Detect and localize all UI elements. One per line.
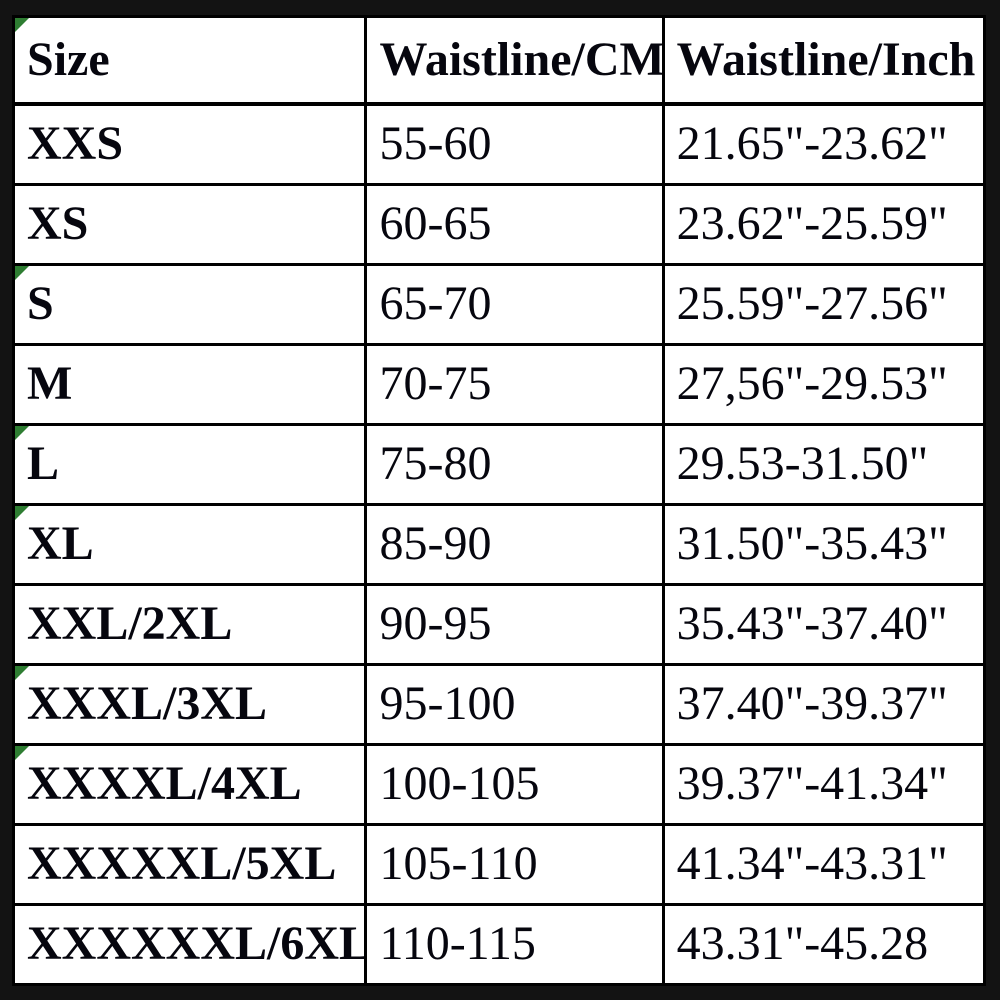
error-flag-icon	[16, 267, 29, 280]
header-row: Size Waistline/CM Waistline/Inch	[11, 15, 987, 106]
size-cell: XXXXXXL/6XL	[11, 902, 368, 987]
waistline-inch-cell: 29.53-31.50"	[661, 422, 987, 506]
table-row: XXXXXL/5XL 105-110 41.34"-43.31"	[11, 822, 987, 906]
size-cell: XL	[11, 502, 368, 586]
size-label: S	[27, 277, 54, 331]
waistline-cm-cell: 90-95	[364, 582, 665, 666]
table-row: XXL/2XL 90-95 35.43"-37.40"	[11, 582, 987, 666]
table-row: XXXL/3XL 95-100 37.40"-39.37"	[11, 662, 987, 746]
size-cell: XXL/2XL	[11, 582, 368, 666]
waistline-inch-cell: 23.62"-25.59"	[661, 182, 987, 266]
size-label: XXS	[27, 117, 124, 171]
size-cell: XXXXXL/5XL	[11, 822, 368, 906]
waistline-cm-cell: 95-100	[364, 662, 665, 746]
size-cell: L	[11, 422, 368, 506]
error-flag-icon	[16, 507, 29, 520]
waistline-cm-cell: 70-75	[364, 342, 665, 426]
size-label: XS	[27, 197, 89, 251]
error-flag-icon	[16, 667, 29, 680]
waistline-inch-cell: 31.50"-35.43"	[661, 502, 987, 586]
size-cell: XXXXL/4XL	[11, 742, 368, 826]
waistline-inch-cell: 25.59"-27.56"	[661, 262, 987, 346]
waistline-cm-cell: 100-105	[364, 742, 665, 826]
size-cell: XXXL/3XL	[11, 662, 368, 746]
table-row: XXS 55-60 21.65"-23.62"	[11, 102, 987, 186]
size-label: XXXXL/4XL	[27, 757, 302, 811]
waistline-inch-cell: 43.31"-45.28	[661, 902, 987, 987]
size-label: XXXXXXL/6XL	[27, 917, 366, 971]
waistline-cm-cell: 85-90	[364, 502, 665, 586]
table-row: M 70-75 27,56"-29.53"	[11, 342, 987, 426]
header-label-size: Size	[27, 33, 110, 86]
size-label: M	[27, 357, 73, 411]
size-cell: S	[11, 262, 368, 346]
header-cell-waistline-inch: Waistline/Inch	[661, 15, 987, 106]
waistline-cm-cell: 65-70	[364, 262, 665, 346]
waistline-inch-cell: 27,56"-29.53"	[661, 342, 987, 426]
table-header: Size Waistline/CM Waistline/Inch	[11, 15, 987, 106]
size-label: XL	[27, 517, 94, 571]
waistline-inch-cell: 41.34"-43.31"	[661, 822, 987, 906]
error-flag-icon	[16, 427, 29, 440]
table-body: XXS 55-60 21.65"-23.62" XS 60-65 23.62"-25.59…	[11, 102, 987, 987]
waistline-cm-cell: 75-80	[364, 422, 665, 506]
size-chart-table: Size Waistline/CM Waistline/Inch XXS 55-6…	[11, 15, 987, 987]
waistline-cm-cell: 105-110	[364, 822, 665, 906]
size-label: XXXL/3XL	[27, 677, 268, 731]
waistline-cm-cell: 110-115	[364, 902, 665, 987]
table-row: L 75-80 29.53-31.50"	[11, 422, 987, 506]
waistline-inch-cell: 39.37"-41.34"	[661, 742, 987, 826]
size-label: XXXXXL/5XL	[27, 837, 337, 891]
size-cell: XXS	[11, 102, 368, 186]
waistline-cm-cell: 55-60	[364, 102, 665, 186]
header-cell-size: Size	[11, 15, 368, 106]
size-cell: M	[11, 342, 368, 426]
table-row: XL 85-90 31.50"-35.43"	[11, 502, 987, 586]
table-row: XXXXXXL/6XL 110-115 43.31"-45.28	[11, 902, 987, 987]
waistline-inch-cell: 21.65"-23.62"	[661, 102, 987, 186]
size-label: L	[27, 437, 60, 491]
size-cell: XS	[11, 182, 368, 266]
table-row: S 65-70 25.59"-27.56"	[11, 262, 987, 346]
error-flag-icon	[16, 747, 29, 760]
header-label-waistline-cm: Waistline/CM	[379, 33, 664, 86]
size-label: XXL/2XL	[27, 597, 233, 651]
header-cell-waistline-cm: Waistline/CM	[364, 15, 665, 106]
header-label-waistline-inch: Waistline/Inch	[676, 33, 976, 86]
error-flag-icon	[16, 19, 29, 32]
waistline-inch-cell: 37.40"-39.37"	[661, 662, 987, 746]
waistline-inch-cell: 35.43"-37.40"	[661, 582, 987, 666]
waistline-cm-cell: 60-65	[364, 182, 665, 266]
table-row: XXXXL/4XL 100-105 39.37"-41.34"	[11, 742, 987, 826]
size-chart-sheet: Size Waistline/CM Waistline/Inch XXS 55-6…	[11, 15, 987, 987]
table-row: XS 60-65 23.62"-25.59"	[11, 182, 987, 266]
